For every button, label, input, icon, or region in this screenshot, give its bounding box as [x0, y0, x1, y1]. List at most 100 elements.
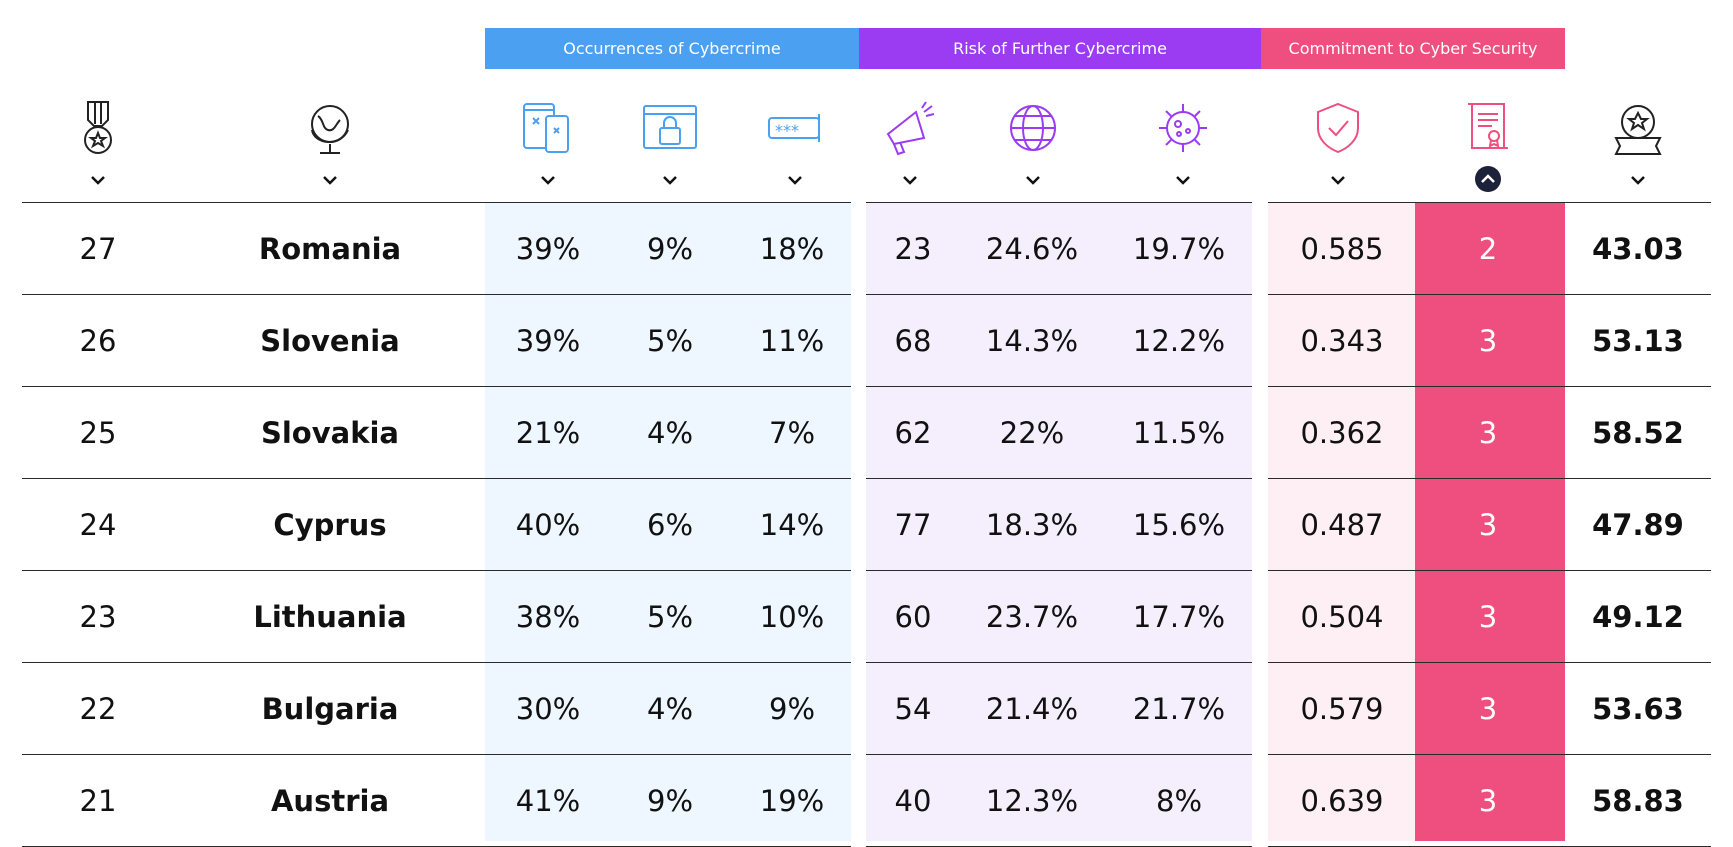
- sort-toggle-country[interactable]: [318, 168, 342, 192]
- country-cell: Lithuania: [253, 600, 407, 634]
- sort-toggle-commitment-2-active[interactable]: [1475, 166, 1501, 192]
- row-divider: [866, 294, 1252, 295]
- occurrences-2-cell: 9%: [646, 232, 694, 266]
- row-divider: [22, 294, 851, 295]
- sort-toggle-risk-3[interactable]: [1171, 168, 1195, 192]
- country-cell: Romania: [258, 232, 402, 266]
- risk-2-cell: 23.7%: [985, 600, 1079, 634]
- score-cell: 58.83: [1592, 784, 1684, 818]
- occurrences-column-background: [485, 203, 851, 841]
- sort-toggle-score[interactable]: [1626, 168, 1650, 192]
- sort-toggle-occurrences-2[interactable]: [658, 168, 682, 192]
- rank-cell: 22: [79, 692, 117, 726]
- rank-cell: 27: [79, 232, 117, 266]
- sort-toggle-risk-1[interactable]: [898, 168, 922, 192]
- row-divider: [1268, 202, 1711, 203]
- occurrences-3-cell: 10%: [759, 600, 825, 634]
- commitment-1-cell: 0.504: [1300, 600, 1384, 634]
- risk-1-cell: 68: [894, 324, 932, 358]
- table-row: 25 Slovakia 21% 4% 7% 62 22% 11.5% 0.362 3 58.52: [0, 387, 1733, 479]
- row-divider: [866, 570, 1252, 571]
- country-cell: Austria: [270, 784, 390, 818]
- score-cell: 53.13: [1592, 324, 1684, 358]
- table-row: 23 Lithuania 38% 5% 10% 60 23.7% 17.7% 0.504 3 49.…: [0, 571, 1733, 663]
- occurrences-1-cell: 30%: [515, 692, 581, 726]
- commitment-column-background: [1268, 203, 1415, 841]
- occurrences-2-cell: 9%: [646, 784, 694, 818]
- table-row: 22 Bulgaria 30% 4% 9% 54 21.4% 21.7% 0.579 3 53.63: [0, 663, 1733, 755]
- occurrences-3-cell: 19%: [759, 784, 825, 818]
- risk-2-cell: 22%: [999, 416, 1065, 450]
- commitment-2-cell: 3: [1478, 324, 1498, 358]
- occurrences-2-cell: 4%: [646, 416, 694, 450]
- occurrences-2-cell: 4%: [646, 692, 694, 726]
- commitment-1-cell: 0.579: [1300, 692, 1384, 726]
- risk-3-cell: 12.2%: [1132, 324, 1226, 358]
- row-divider: [1268, 386, 1711, 387]
- locked-browser-icon: [640, 98, 700, 158]
- risk-1-cell: 54: [894, 692, 932, 726]
- occurrences-1-cell: 39%: [515, 324, 581, 358]
- row-divider: [866, 202, 1252, 203]
- occurrences-group-header: Occurrences of Cybercrime: [485, 28, 859, 69]
- risk-3-cell: 8%: [1155, 784, 1203, 818]
- sort-toggle-commitment-1[interactable]: [1326, 168, 1350, 192]
- row-divider: [22, 662, 851, 663]
- country-cell: Bulgaria: [261, 692, 399, 726]
- row-divider: [22, 754, 851, 755]
- sort-toggle-occurrences-1[interactable]: [536, 168, 560, 192]
- commitment-1-cell: 0.585: [1300, 232, 1384, 266]
- row-divider: [1268, 662, 1711, 663]
- commitment-2-cell: 3: [1478, 600, 1498, 634]
- mobile-devices-icon: [518, 98, 578, 158]
- occurrences-2-cell: 5%: [646, 324, 694, 358]
- sort-toggle-rank[interactable]: [86, 168, 110, 192]
- certificate-scroll-icon: [1458, 98, 1518, 158]
- megaphone-icon: [880, 98, 940, 158]
- commitment-2-cell: 3: [1478, 508, 1498, 542]
- occurrences-1-cell: 21%: [515, 416, 581, 450]
- rank-cell: 23: [79, 600, 117, 634]
- risk-group-header: Risk of Further Cybercrime: [859, 28, 1261, 69]
- row-divider: [22, 478, 851, 479]
- sorted-column-highlight: [1415, 203, 1565, 841]
- occurrences-1-cell: 39%: [515, 232, 581, 266]
- score-cell: 43.03: [1592, 232, 1684, 266]
- occurrences-1-cell: 38%: [515, 600, 581, 634]
- row-divider: [1268, 754, 1711, 755]
- rank-cell: 26: [79, 324, 117, 358]
- score-cell: 47.89: [1592, 508, 1684, 542]
- risk-3-cell: 19.7%: [1132, 232, 1226, 266]
- score-cell: 49.12: [1592, 600, 1684, 634]
- medal-rank-icon: [68, 98, 128, 158]
- risk-1-cell: 23: [894, 232, 932, 266]
- occurrences-3-cell: 18%: [759, 232, 825, 266]
- risk-1-cell: 62: [894, 416, 932, 450]
- award-badge-icon: [1608, 98, 1668, 158]
- commitment-2-cell: 2: [1478, 232, 1498, 266]
- risk-1-cell: 40: [894, 784, 932, 818]
- commitment-2-cell: 3: [1478, 784, 1498, 818]
- row-divider: [866, 662, 1252, 663]
- table-row: 21 Austria 41% 9% 19% 40 12.3% 8% 0.639 3 58.83: [0, 755, 1733, 847]
- risk-2-cell: 24.6%: [985, 232, 1079, 266]
- commitment-header-label: Commitment to Cyber Security: [1288, 39, 1538, 58]
- sort-toggle-risk-2[interactable]: [1021, 168, 1045, 192]
- sort-toggle-occurrences-3[interactable]: [783, 168, 807, 192]
- table-row: 24 Cyprus 40% 6% 14% 77 18.3% 15.6% 0.487 3 47.89: [0, 479, 1733, 571]
- occurrences-2-cell: 6%: [646, 508, 694, 542]
- shield-check-icon: [1308, 98, 1368, 158]
- risk-1-cell: 77: [894, 508, 932, 542]
- risk-3-cell: 11.5%: [1132, 416, 1226, 450]
- globe-country-icon: [300, 98, 360, 158]
- commitment-1-cell: 0.639: [1300, 784, 1384, 818]
- commitment-1-cell: 0.487: [1300, 508, 1384, 542]
- occurrences-2-cell: 5%: [646, 600, 694, 634]
- row-divider: [1268, 478, 1711, 479]
- country-cell: Slovenia: [260, 324, 400, 358]
- risk-3-cell: 21.7%: [1132, 692, 1226, 726]
- row-divider: [22, 202, 851, 203]
- rank-cell: 21: [79, 784, 117, 818]
- rank-cell: 25: [79, 416, 117, 450]
- password-field-icon: ***: [765, 98, 825, 158]
